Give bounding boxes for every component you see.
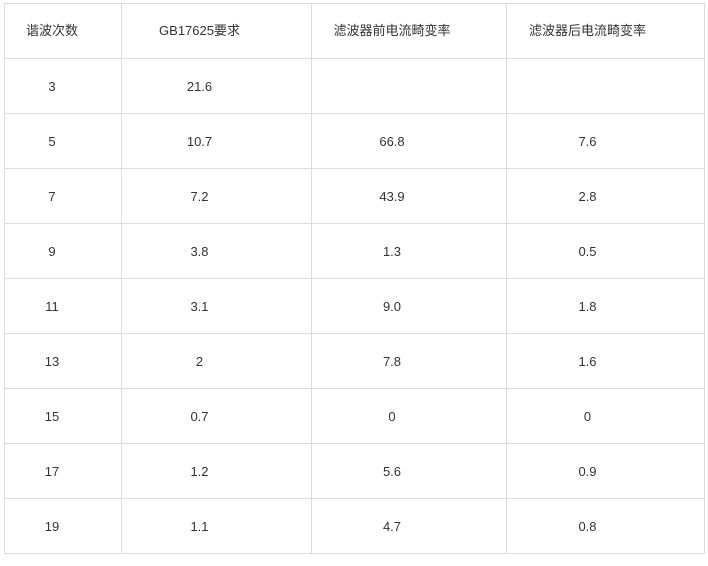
- table-cell: 10.7: [121, 113, 312, 169]
- table-cell: 7.6: [506, 113, 705, 169]
- table-cell: 43.9: [311, 168, 507, 224]
- table-cell: 0.9: [506, 443, 705, 499]
- table-cell: 0: [506, 388, 705, 444]
- table-cell: 5.6: [311, 443, 507, 499]
- table-cell: 19: [4, 498, 122, 554]
- table-row: 19 1.1 4.7 0.8: [4, 498, 705, 554]
- table-cell: 7: [4, 168, 122, 224]
- table-cell: 11: [4, 278, 122, 334]
- table-cell: 7.8: [311, 333, 507, 389]
- header-row: 谐波次数 GB17625要求 滤波器前电流畸变率 滤波器后电流畸变率: [4, 3, 705, 59]
- table-cell: 3.1: [121, 278, 312, 334]
- table-cell: 1.1: [121, 498, 312, 554]
- table-cell: 5: [4, 113, 122, 169]
- table-row: 13 2 7.8 1.6: [4, 333, 705, 389]
- table-cell: 17: [4, 443, 122, 499]
- table-cell: [311, 58, 507, 114]
- column-header: 谐波次数: [4, 3, 122, 59]
- table-row: 15 0.7 0 0: [4, 388, 705, 444]
- table-row: 11 3.1 9.0 1.8: [4, 278, 705, 334]
- column-header: 滤波器后电流畸变率: [506, 3, 705, 59]
- table-cell: 1.8: [506, 278, 705, 334]
- table-cell: 7.2: [121, 168, 312, 224]
- table-cell: 13: [4, 333, 122, 389]
- table-row: 7 7.2 43.9 2.8: [4, 168, 705, 224]
- table-cell: 1.2: [121, 443, 312, 499]
- table-cell: 3: [4, 58, 122, 114]
- table-cell: 9.0: [311, 278, 507, 334]
- table-cell: 1.6: [506, 333, 705, 389]
- table-cell: 2: [121, 333, 312, 389]
- table-row: 17 1.2 5.6 0.9: [4, 443, 705, 499]
- table-cell: 66.8: [311, 113, 507, 169]
- table-cell: 1.3: [311, 223, 507, 279]
- table-row: 5 10.7 66.8 7.6: [4, 113, 705, 169]
- table-row: 9 3.8 1.3 0.5: [4, 223, 705, 279]
- column-header: GB17625要求: [121, 3, 312, 59]
- column-header: 滤波器前电流畸变率: [311, 3, 507, 59]
- table-cell: 0.7: [121, 388, 312, 444]
- table-cell: 15: [4, 388, 122, 444]
- table-cell: 0.5: [506, 223, 705, 279]
- table-cell: [506, 58, 705, 114]
- table-cell: 21.6: [121, 58, 312, 114]
- table-cell: 2.8: [506, 168, 705, 224]
- table-cell: 0.8: [506, 498, 705, 554]
- table-row: 3 21.6: [4, 58, 705, 114]
- table-cell: 3.8: [121, 223, 312, 279]
- harmonic-table: 谐波次数 GB17625要求 滤波器前电流畸变率 滤波器后电流畸变率 3 21.6 5 10.…: [4, 3, 705, 554]
- table-cell: 9: [4, 223, 122, 279]
- table-cell: 0: [311, 388, 507, 444]
- table-cell: 4.7: [311, 498, 507, 554]
